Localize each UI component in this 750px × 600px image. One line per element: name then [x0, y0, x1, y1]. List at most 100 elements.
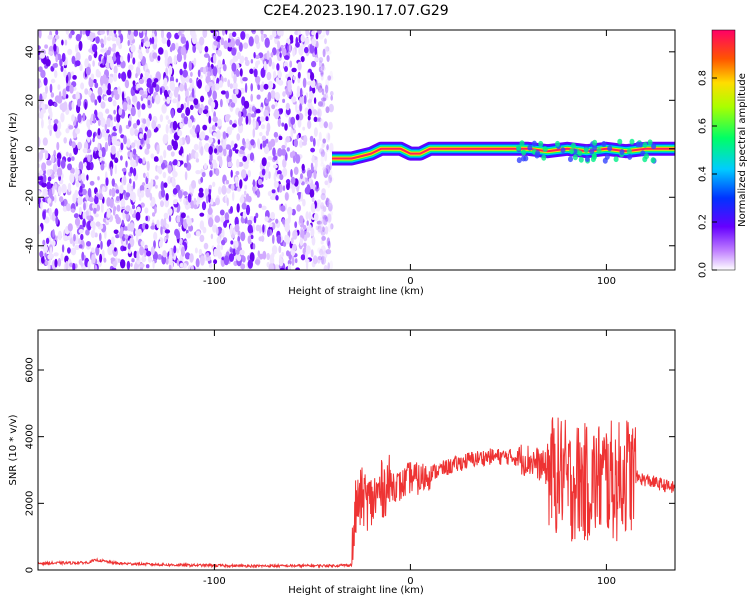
noise-speckle: [75, 44, 79, 53]
noise-speckle: [321, 88, 325, 96]
signal-speckle: [569, 148, 575, 155]
noise-speckle: [322, 30, 326, 38]
noise-speckle: [213, 54, 217, 64]
noise-speckle: [260, 143, 263, 150]
noise-speckle: [199, 36, 205, 46]
noise-speckle: [297, 61, 302, 71]
noise-speckle: [280, 205, 286, 212]
noise-speckle: [150, 246, 155, 256]
noise-speckle: [311, 38, 317, 46]
noise-speckle: [191, 88, 195, 98]
noise-speckle: [325, 132, 331, 143]
noise-speckle: [290, 176, 296, 185]
noise-speckle: [190, 71, 193, 77]
noise-speckle: [120, 60, 126, 69]
noise-speckle: [167, 119, 172, 125]
noise-speckle: [316, 80, 320, 90]
noise-speckle: [322, 93, 327, 102]
noise-speckle: [252, 184, 256, 194]
snr-y-tick-label-0: 0: [25, 567, 36, 573]
noise-speckle: [262, 224, 265, 233]
noise-speckle: [86, 215, 91, 220]
signal-speckle: [592, 139, 598, 146]
noise-speckle: [135, 73, 138, 79]
noise-speckle: [136, 83, 140, 89]
noise-speckle: [123, 226, 129, 231]
noise-speckle: [146, 160, 150, 172]
noise-speckle: [328, 222, 332, 233]
noise-speckle: [69, 138, 72, 147]
noise-speckle: [64, 255, 69, 264]
noise-speckle: [168, 264, 172, 270]
noise-speckle: [247, 259, 253, 269]
noise-speckle: [116, 150, 120, 159]
noise-speckle: [230, 140, 235, 148]
noise-speckle: [152, 81, 157, 88]
noise-speckle: [195, 230, 201, 237]
noise-speckle: [323, 121, 328, 129]
noise-speckle: [47, 197, 52, 204]
signal-speckle: [516, 144, 522, 151]
noise-speckle: [220, 244, 224, 251]
noise-speckle: [280, 148, 287, 156]
noise-speckle: [267, 156, 273, 161]
noise-speckle: [300, 173, 303, 180]
noise-speckle: [152, 212, 156, 217]
noise-speckle: [49, 128, 52, 137]
noise-speckle: [319, 150, 326, 156]
noise-speckle: [212, 90, 217, 101]
noise-speckle: [304, 107, 309, 115]
noise-speckle: [319, 224, 324, 234]
noise-speckle: [260, 33, 265, 42]
noise-speckle: [145, 264, 150, 269]
noise-speckle: [215, 168, 220, 177]
noise-speckle: [292, 155, 296, 164]
noise-speckle: [225, 219, 230, 224]
noise-speckle: [222, 63, 227, 72]
noise-speckle: [284, 123, 288, 131]
noise-speckle: [281, 252, 285, 257]
noise-speckle: [282, 91, 286, 97]
noise-speckle: [135, 211, 141, 221]
noise-speckle: [290, 37, 294, 43]
noise-speckle: [187, 118, 193, 128]
noise-speckle: [185, 40, 189, 51]
noise-speckle: [111, 236, 115, 246]
noise-speckle: [89, 180, 95, 186]
noise-speckle: [93, 146, 98, 152]
noise-speckle: [327, 240, 331, 249]
noise-speckle: [107, 96, 113, 103]
noise-speckle: [56, 152, 62, 161]
noise-speckle: [205, 194, 209, 204]
noise-speckle: [109, 160, 114, 171]
signal-speckle: [642, 141, 648, 148]
noise-speckle: [63, 235, 69, 242]
noise-speckle: [236, 51, 242, 60]
noise-speckle: [320, 162, 325, 167]
noise-speckle: [254, 54, 260, 60]
noise-speckle: [144, 72, 150, 77]
noise-speckle: [133, 228, 136, 237]
noise-speckle: [106, 49, 111, 56]
noise-speckle: [87, 260, 91, 270]
noise-speckle: [139, 133, 143, 140]
noise-speckle: [282, 241, 287, 247]
noise-speckle: [88, 54, 92, 62]
noise-speckle: [163, 77, 168, 87]
noise-speckle: [208, 55, 211, 63]
noise-speckle: [116, 204, 121, 212]
noise-speckle: [166, 96, 171, 105]
noise-speckle: [186, 217, 189, 223]
noise-speckle: [318, 131, 322, 141]
noise-speckle: [313, 127, 318, 137]
noise-speckle: [69, 84, 74, 94]
noise-speckle: [325, 249, 332, 255]
noise-speckle: [312, 87, 316, 94]
noise-speckle: [63, 60, 67, 66]
noise-speckle: [82, 112, 86, 122]
noise-speckle: [320, 66, 326, 72]
noise-speckle: [94, 196, 99, 205]
noise-speckle: [204, 188, 209, 196]
noise-speckle: [109, 243, 115, 251]
noise-speckle: [183, 116, 189, 125]
